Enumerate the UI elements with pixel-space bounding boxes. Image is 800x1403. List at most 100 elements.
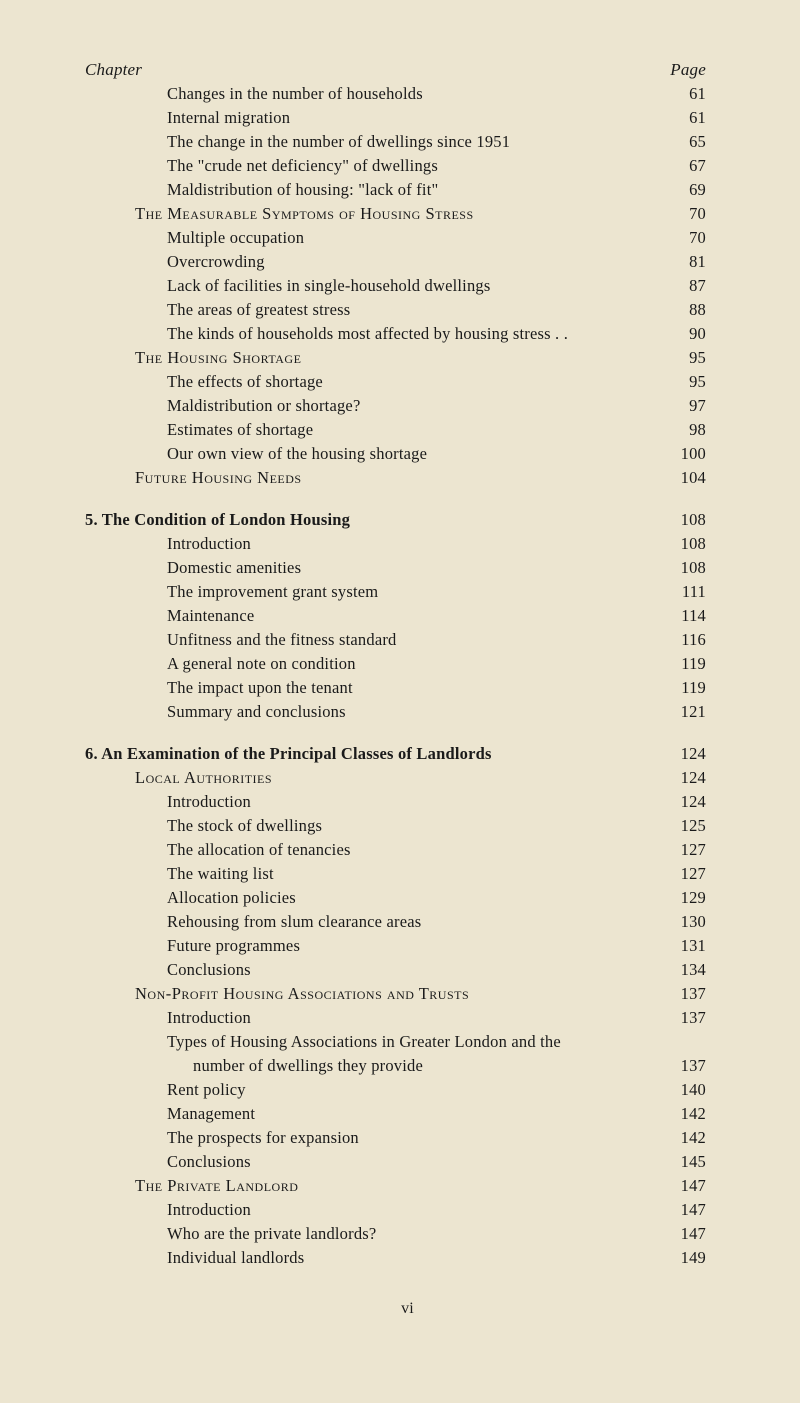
toc-page: 147 bbox=[681, 1200, 730, 1220]
toc-label: Maldistribution or shortage? bbox=[85, 396, 360, 416]
toc-page: 90 bbox=[686, 324, 730, 344]
toc-page: 121 bbox=[681, 702, 730, 722]
toc-row: number of dwellings they provide 137 bbox=[85, 1056, 730, 1078]
toc-row: The allocation of tenancies 127 bbox=[85, 840, 730, 862]
toc-label: Maintenance bbox=[85, 606, 254, 626]
toc-page: 119 bbox=[681, 678, 730, 698]
toc-row: Estimates of shortage 98 bbox=[85, 420, 730, 442]
toc-label: Our own view of the housing shortage bbox=[85, 444, 427, 464]
toc-page: 125 bbox=[681, 816, 730, 836]
toc-label: Future programmes bbox=[85, 936, 300, 956]
toc-page: 65 bbox=[686, 132, 730, 152]
toc-page: 140 bbox=[681, 1080, 730, 1100]
toc-row: Management 142 bbox=[85, 1104, 730, 1126]
toc-label: The change in the number of dwellings si… bbox=[85, 132, 510, 152]
toc-page: 61 bbox=[686, 108, 730, 128]
table-of-contents: Changes in the number of households61Int… bbox=[85, 84, 730, 1270]
toc-row: The improvement grant system 111 bbox=[85, 582, 730, 604]
toc-row: Summary and conclusions121 bbox=[85, 702, 730, 724]
header-row: Chapter Page bbox=[85, 60, 730, 82]
toc-page: 130 bbox=[681, 912, 730, 932]
toc-page: 114 bbox=[681, 606, 730, 626]
toc-label: Rent policy bbox=[85, 1080, 246, 1100]
toc-page: 124 bbox=[681, 744, 730, 764]
toc-row: Changes in the number of households61 bbox=[85, 84, 730, 106]
section-gap bbox=[85, 492, 730, 510]
toc-row: 6. An Examination of the Principal Class… bbox=[85, 744, 730, 766]
toc-label: Introduction bbox=[85, 1008, 251, 1028]
toc-page: 147 bbox=[681, 1224, 730, 1244]
toc-page: 149 bbox=[681, 1248, 730, 1268]
toc-label: Non-Profit Housing Associations and Trus… bbox=[85, 984, 469, 1004]
toc-row: Non-Profit Housing Associations and Trus… bbox=[85, 984, 730, 1006]
page-number: vi bbox=[85, 1300, 730, 1318]
toc-label: The "crude net deficiency" of dwellings bbox=[85, 156, 438, 176]
toc-page: 131 bbox=[681, 936, 730, 956]
toc-label: Management bbox=[85, 1104, 255, 1124]
toc-row: Types of Housing Associations in Greater… bbox=[85, 1032, 730, 1054]
toc-label: The Private Landlord bbox=[85, 1176, 298, 1196]
toc-row: Introduction 137 bbox=[85, 1008, 730, 1030]
toc-label: 6. An Examination of the Principal Class… bbox=[85, 744, 492, 764]
toc-row: The areas of greatest stress88 bbox=[85, 300, 730, 322]
section-gap bbox=[85, 726, 730, 744]
toc-label: The allocation of tenancies bbox=[85, 840, 351, 860]
toc-label: Allocation policies bbox=[85, 888, 296, 908]
toc-page: 119 bbox=[681, 654, 730, 674]
toc-row: Maintenance 114 bbox=[85, 606, 730, 628]
toc-page: 137 bbox=[681, 1008, 730, 1028]
toc-row: Multiple occupation70 bbox=[85, 228, 730, 250]
toc-label: Lack of facilities in single-household d… bbox=[85, 276, 491, 296]
toc-row: Unfitness and the fitness standard 116 bbox=[85, 630, 730, 652]
toc-label: The Measurable Symptoms of Housing Stres… bbox=[85, 204, 474, 224]
toc-row: A general note on condition119 bbox=[85, 654, 730, 676]
toc-row: Introduction124 bbox=[85, 792, 730, 814]
toc-page: 137 bbox=[681, 1056, 730, 1076]
toc-label: The waiting list bbox=[85, 864, 274, 884]
toc-page: 111 bbox=[682, 582, 730, 602]
toc-row: Conclusions 145 bbox=[85, 1152, 730, 1174]
header-chapter: Chapter bbox=[85, 60, 142, 80]
toc-page: 116 bbox=[681, 630, 730, 650]
toc-page: 142 bbox=[681, 1104, 730, 1124]
toc-row: Our own view of the housing shortage 100 bbox=[85, 444, 730, 466]
toc-label: 5. The Condition of London Housing bbox=[85, 510, 350, 530]
toc-label: Future Housing Needs bbox=[85, 468, 302, 488]
toc-page: 129 bbox=[681, 888, 730, 908]
toc-row: Internal migration61 bbox=[85, 108, 730, 130]
toc-label: Overcrowding bbox=[85, 252, 265, 272]
toc-page: 100 bbox=[681, 444, 730, 464]
toc-page: 142 bbox=[681, 1128, 730, 1148]
toc-label: Local Authorities bbox=[85, 768, 272, 788]
toc-label: The improvement grant system bbox=[85, 582, 378, 602]
toc-label: Unfitness and the fitness standard bbox=[85, 630, 397, 650]
toc-page: 67 bbox=[686, 156, 730, 176]
toc-label: Multiple occupation bbox=[85, 228, 304, 248]
toc-row: The "crude net deficiency" of dwellings 6… bbox=[85, 156, 730, 178]
toc-label: number of dwellings they provide bbox=[85, 1056, 423, 1076]
toc-row: Maldistribution of housing: "lack of fit… bbox=[85, 180, 730, 202]
toc-label: Conclusions bbox=[85, 1152, 251, 1172]
toc-row: The change in the number of dwellings si… bbox=[85, 132, 730, 154]
toc-label: The Housing Shortage bbox=[85, 348, 301, 368]
toc-page: 108 bbox=[681, 558, 730, 578]
toc-page: 69 bbox=[686, 180, 730, 200]
toc-row: The stock of dwellings 125 bbox=[85, 816, 730, 838]
toc-label: The effects of shortage bbox=[85, 372, 323, 392]
toc-page: 98 bbox=[686, 420, 730, 440]
toc-row: 5. The Condition of London Housing108 bbox=[85, 510, 730, 532]
toc-row: Overcrowding81 bbox=[85, 252, 730, 274]
toc-page: 104 bbox=[681, 468, 730, 488]
toc-label: Introduction bbox=[85, 534, 251, 554]
toc-row: Domestic amenities108 bbox=[85, 558, 730, 580]
toc-page: 127 bbox=[681, 840, 730, 860]
toc-label: The stock of dwellings bbox=[85, 816, 322, 836]
toc-row: Introduction108 bbox=[85, 534, 730, 556]
toc-label: Conclusions bbox=[85, 960, 251, 980]
toc-label: Estimates of shortage bbox=[85, 420, 313, 440]
toc-page: 124 bbox=[681, 792, 730, 812]
header-page: Page bbox=[670, 60, 730, 80]
toc-page: 145 bbox=[681, 1152, 730, 1172]
toc-page: 134 bbox=[681, 960, 730, 980]
toc-page: 137 bbox=[681, 984, 730, 1004]
